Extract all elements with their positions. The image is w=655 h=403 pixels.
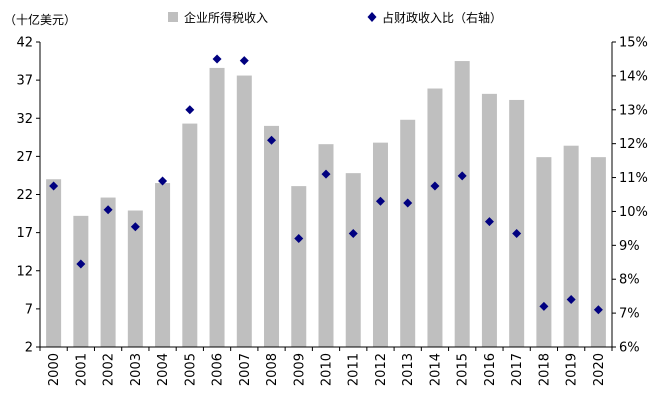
left-tick-label: 7 <box>25 302 33 317</box>
point-2003 <box>130 222 140 232</box>
x-tick-label: 2006 <box>211 353 226 386</box>
legend-bar-label: 企业所得税收入 <box>184 10 268 25</box>
x-tick-label: 2019 <box>565 353 580 386</box>
left-tick-label: 17 <box>16 226 33 241</box>
x-tick-label: 2011 <box>347 353 362 386</box>
bar-2014 <box>427 88 443 347</box>
point-2005 <box>185 105 195 115</box>
bar-2007 <box>236 75 252 348</box>
bar-2015 <box>454 61 470 348</box>
right-tick-label: 8% <box>619 273 640 288</box>
point-2001 <box>76 259 86 269</box>
x-tick-label: 2010 <box>320 353 335 386</box>
x-tick-label: 2007 <box>238 353 253 386</box>
x-tick-label: 2008 <box>265 353 280 386</box>
bar-2009 <box>291 186 307 347</box>
point-2004 <box>158 176 168 186</box>
x-tick-label: 2003 <box>129 353 144 386</box>
left-tick-label: 27 <box>16 150 33 165</box>
x-tick-label: 2004 <box>156 353 171 386</box>
point-2008 <box>267 135 277 145</box>
bar-2001 <box>73 215 89 347</box>
x-tick-label: 2016 <box>483 353 498 386</box>
x-tick-label: 2009 <box>292 353 307 386</box>
unit-label: （十亿美元） <box>4 12 76 27</box>
right-tick-label: 13% <box>619 103 648 118</box>
left-tick-label: 22 <box>16 188 33 203</box>
right-tick-label: 9% <box>619 239 640 254</box>
bar-2003 <box>127 210 143 347</box>
point-2014 <box>430 181 440 191</box>
right-tick-label: 6% <box>619 341 640 356</box>
point-2012 <box>375 196 385 206</box>
bar-2002 <box>100 197 116 347</box>
bar-2005 <box>182 123 198 347</box>
right-tick-label: 7% <box>619 307 640 322</box>
bar-2018 <box>536 157 552 347</box>
x-tick-label: 2020 <box>592 353 607 386</box>
left-tick-label: 42 <box>16 36 33 51</box>
left-tick-label: 2 <box>25 341 33 356</box>
bar-2010 <box>318 144 334 347</box>
bar-2013 <box>400 119 416 347</box>
x-tick-label: 2000 <box>47 353 62 386</box>
bar-2006 <box>209 67 225 348</box>
point-2016 <box>484 217 494 227</box>
x-tick-label: 2015 <box>456 353 471 386</box>
point-2007 <box>239 56 249 66</box>
point-2010 <box>321 169 331 179</box>
axes: 27121722273237426%7%8%9%10%11%12%13%14%1… <box>16 36 647 387</box>
x-tick-label: 2013 <box>401 353 416 386</box>
bar-series <box>46 61 606 348</box>
point-2011 <box>348 228 358 238</box>
bar-2017 <box>509 99 525 347</box>
bar-2000 <box>46 179 62 347</box>
legend-bar-swatch <box>168 12 178 22</box>
right-tick-label: 15% <box>619 36 648 51</box>
right-tick-label: 11% <box>619 171 648 186</box>
right-tick-label: 14% <box>619 69 648 84</box>
bar-2019 <box>563 145 579 347</box>
x-tick-label: 2018 <box>537 353 552 386</box>
legend: 企业所得税收入 占财政收入比（右轴） <box>168 10 502 25</box>
x-tick-label: 2005 <box>183 353 198 386</box>
legend-diamond-swatch <box>367 12 377 22</box>
x-tick-label: 2014 <box>428 353 443 386</box>
point-2019 <box>566 295 576 305</box>
right-tick-label: 12% <box>619 137 648 152</box>
left-tick-label: 12 <box>16 264 33 279</box>
point-2020 <box>593 305 603 315</box>
x-tick-label: 2012 <box>374 353 389 386</box>
point-2000 <box>49 181 59 191</box>
right-tick-label: 10% <box>619 205 648 220</box>
point-2015 <box>457 171 467 181</box>
point-2009 <box>294 234 304 244</box>
x-tick-label: 2001 <box>74 353 89 386</box>
point-2002 <box>103 205 113 215</box>
bar-2008 <box>264 125 280 348</box>
legend-diamond-label: 占财政收入比（右轴） <box>382 10 502 25</box>
point-series <box>49 54 603 315</box>
x-tick-label: 2017 <box>510 353 525 386</box>
point-2013 <box>403 198 413 208</box>
point-2018 <box>539 301 549 311</box>
bar-2011 <box>345 173 361 347</box>
point-2017 <box>512 228 522 238</box>
point-2006 <box>212 54 222 64</box>
x-tick-label: 2002 <box>102 353 117 386</box>
bar-2020 <box>590 157 606 347</box>
left-tick-label: 37 <box>16 74 33 89</box>
left-tick-label: 32 <box>16 112 33 127</box>
bar-2004 <box>155 183 171 347</box>
bar-2012 <box>372 142 388 347</box>
